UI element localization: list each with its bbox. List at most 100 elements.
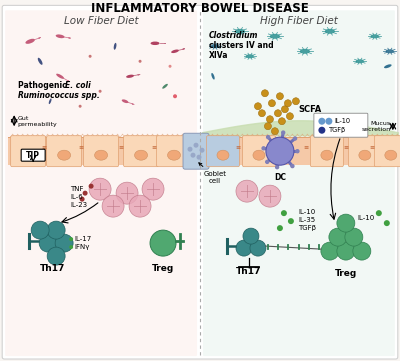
Text: INFLAMMATORY BOWEL DISEASE: INFLAMMATORY BOWEL DISEASE <box>91 2 309 15</box>
Ellipse shape <box>235 29 245 34</box>
Circle shape <box>272 128 278 135</box>
Text: High Fiber Diet: High Fiber Diet <box>260 16 338 26</box>
Text: Goblet
cell: Goblet cell <box>199 163 226 184</box>
Text: Ruminococcus spp.: Ruminococcus spp. <box>18 91 100 100</box>
Circle shape <box>384 220 390 226</box>
Circle shape <box>250 240 266 256</box>
Circle shape <box>47 221 65 239</box>
Circle shape <box>345 228 363 246</box>
Text: TNF
IL-6
IL-23: TNF IL-6 IL-23 <box>70 186 87 208</box>
Circle shape <box>337 242 355 260</box>
Circle shape <box>173 94 177 98</box>
Text: ≡: ≡ <box>118 145 124 150</box>
Circle shape <box>337 214 355 232</box>
Circle shape <box>98 90 102 93</box>
Circle shape <box>318 118 325 125</box>
Circle shape <box>55 234 73 252</box>
Circle shape <box>281 210 287 216</box>
Circle shape <box>254 103 262 110</box>
Text: Clostridium: Clostridium <box>209 31 258 40</box>
FancyBboxPatch shape <box>183 133 209 169</box>
Circle shape <box>138 60 142 63</box>
Text: Mucus
secretion: Mucus secretion <box>362 121 391 132</box>
Circle shape <box>325 118 332 125</box>
Circle shape <box>286 113 294 120</box>
Text: ≡: ≡ <box>303 145 308 150</box>
Text: IL-10: IL-10 <box>335 118 351 124</box>
FancyBboxPatch shape <box>206 136 240 167</box>
Circle shape <box>277 225 283 231</box>
FancyBboxPatch shape <box>5 10 197 356</box>
FancyBboxPatch shape <box>203 10 395 356</box>
Ellipse shape <box>162 84 168 89</box>
Circle shape <box>292 98 300 105</box>
Text: Th17: Th17 <box>236 267 262 276</box>
Circle shape <box>275 165 279 169</box>
Circle shape <box>47 247 65 265</box>
Circle shape <box>79 105 82 108</box>
Ellipse shape <box>22 150 35 160</box>
Ellipse shape <box>150 42 160 45</box>
Circle shape <box>129 195 151 217</box>
Text: Gut
permeability: Gut permeability <box>17 116 57 127</box>
Ellipse shape <box>217 150 229 160</box>
Circle shape <box>31 221 49 239</box>
Circle shape <box>190 153 196 158</box>
Ellipse shape <box>26 39 35 44</box>
Circle shape <box>188 147 192 152</box>
Circle shape <box>265 160 269 164</box>
FancyBboxPatch shape <box>348 136 381 167</box>
Ellipse shape <box>246 54 254 58</box>
Circle shape <box>89 184 94 189</box>
FancyBboxPatch shape <box>2 5 398 359</box>
Text: Low Fiber Diet: Low Fiber Diet <box>64 16 138 26</box>
Circle shape <box>83 191 88 196</box>
Circle shape <box>150 230 176 256</box>
Circle shape <box>243 228 259 244</box>
Text: TJP: TJP <box>26 151 40 160</box>
Ellipse shape <box>58 150 71 160</box>
Ellipse shape <box>356 59 364 63</box>
Text: ≡: ≡ <box>343 145 348 150</box>
Circle shape <box>284 100 292 107</box>
Circle shape <box>194 143 198 148</box>
Text: E. coli: E. coli <box>65 81 91 90</box>
Circle shape <box>318 127 325 134</box>
Circle shape <box>329 228 347 246</box>
Circle shape <box>274 110 282 117</box>
Circle shape <box>321 242 339 260</box>
Text: SCFA: SCFA <box>298 105 321 114</box>
Text: ≡: ≡ <box>235 145 240 150</box>
Text: IL-10: IL-10 <box>358 215 375 221</box>
Circle shape <box>266 137 294 165</box>
Text: ≡: ≡ <box>42 145 47 150</box>
Circle shape <box>268 100 276 107</box>
Ellipse shape <box>49 99 52 104</box>
Circle shape <box>102 195 124 217</box>
Bar <box>202 137 398 165</box>
FancyBboxPatch shape <box>156 136 192 167</box>
Circle shape <box>200 148 204 153</box>
Circle shape <box>266 116 274 123</box>
FancyBboxPatch shape <box>310 136 343 167</box>
Text: clusters IV and: clusters IV and <box>209 41 274 50</box>
Text: ≡: ≡ <box>369 145 374 150</box>
Circle shape <box>278 118 286 125</box>
Circle shape <box>262 90 268 97</box>
Text: XIVa: XIVa <box>209 51 228 60</box>
Circle shape <box>236 240 252 256</box>
Circle shape <box>281 130 286 135</box>
Circle shape <box>261 146 266 151</box>
Ellipse shape <box>134 150 148 160</box>
Ellipse shape <box>359 150 371 160</box>
Circle shape <box>116 182 138 204</box>
Ellipse shape <box>321 150 333 160</box>
Ellipse shape <box>253 150 265 160</box>
Text: TGFβ: TGFβ <box>329 127 346 133</box>
Circle shape <box>89 55 92 58</box>
FancyBboxPatch shape <box>314 113 368 137</box>
Text: ≡: ≡ <box>152 145 157 150</box>
Text: Pathogenic: Pathogenic <box>18 81 70 90</box>
Ellipse shape <box>126 75 134 78</box>
Bar <box>8 137 200 165</box>
